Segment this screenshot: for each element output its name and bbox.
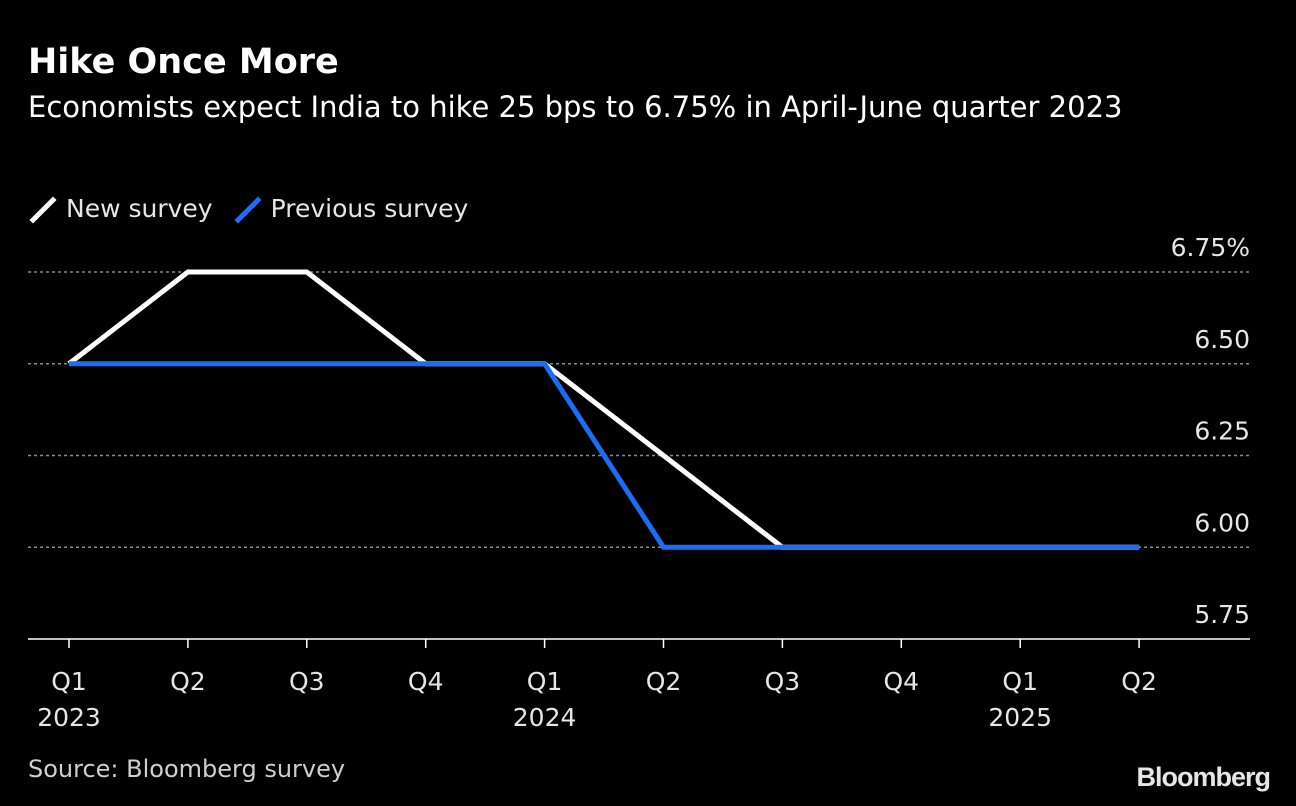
chart-title: Hike Once More	[28, 42, 339, 82]
x-tick-label: Q3	[289, 667, 325, 696]
x-tick-year-label: 2024	[513, 703, 577, 732]
legend-label-new-survey: New survey	[66, 194, 213, 223]
legend-label-previous-survey: Previous survey	[270, 194, 469, 223]
legend: New survey Previous survey	[28, 192, 488, 226]
x-tick-label: Q3	[765, 667, 801, 696]
x-tick-label: Q4	[884, 667, 920, 696]
series-line-previous-survey	[69, 361, 1140, 550]
legend-swatch-new-survey-line	[29, 196, 57, 224]
legend-swatch-previous-survey-line	[234, 196, 262, 224]
y-tick-label: 6.50	[1194, 325, 1250, 354]
x-tick-label: Q2	[646, 667, 682, 696]
x-tick-label: Q1	[527, 667, 563, 696]
x-tick-label: Q2	[1121, 667, 1157, 696]
y-tick-label: 5.75	[1194, 600, 1250, 629]
y-tick-label: 6.75%	[1171, 233, 1250, 262]
chart-subtitle: Economists expect India to hike 25 bps t…	[28, 90, 1123, 124]
legend-item-previous-survey: Previous survey	[233, 192, 469, 226]
x-tick-label: Q1	[51, 667, 87, 696]
y-tick-label: 6.00	[1194, 508, 1250, 537]
brand-logo: Bloomberg	[1136, 762, 1271, 792]
source-note: Source: Bloomberg survey	[28, 755, 346, 783]
legend-item-new-survey: New survey	[28, 192, 213, 226]
legend-swatch-previous-survey-icon	[234, 196, 262, 224]
x-tick-year-label: 2023	[37, 703, 101, 732]
x-tick-label: Q4	[408, 667, 444, 696]
series-line-new-survey	[67, 269, 1140, 550]
legend-swatch-new-survey-icon	[29, 196, 57, 224]
x-tick-label: Q1	[1002, 667, 1038, 696]
x-tick-year-label: 2025	[988, 703, 1052, 732]
x-tick-label: Q2	[170, 667, 206, 696]
y-tick-label: 6.25	[1194, 417, 1250, 446]
